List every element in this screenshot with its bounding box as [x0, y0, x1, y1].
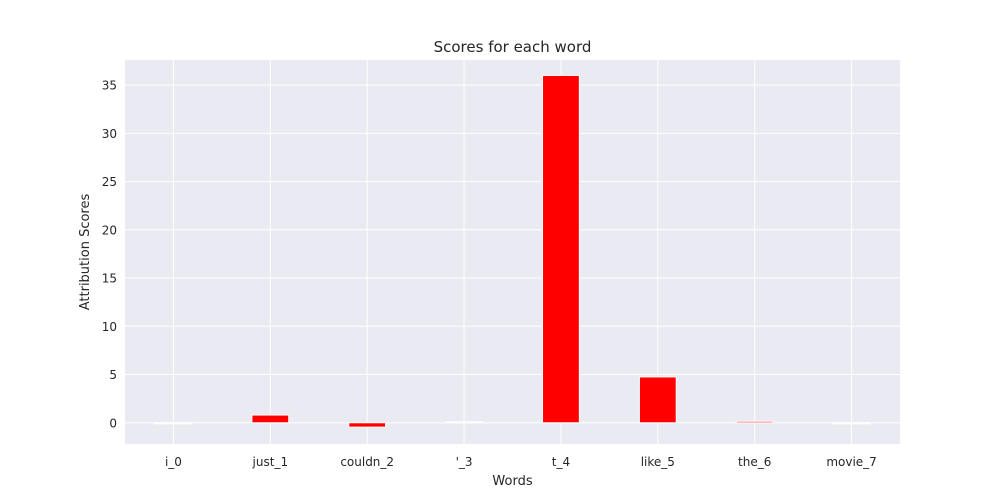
plot-area: [125, 60, 900, 444]
bar-4: [542, 74, 580, 424]
y-tick-label: 30: [102, 127, 117, 141]
x-tick-label: i_0: [165, 455, 182, 469]
bar-1: [251, 414, 290, 424]
y-tick-label: 25: [102, 175, 117, 189]
x-tick-label: the_6: [738, 455, 771, 469]
bar-3: [445, 421, 483, 424]
x-tick-labels: i_0 just_1 couldn_2 '_3 t_4 like_5 the_6 movie_…: [165, 455, 877, 469]
y-axis-label: Attribution Scores: [78, 194, 93, 311]
y-tick-labels: 0 5 10 15 20 25 30 35: [102, 79, 117, 431]
x-tick-label: just_1: [252, 455, 289, 469]
x-tick-label: like_5: [641, 455, 675, 469]
x-axis-label: Words: [492, 474, 532, 489]
y-tick-label: 35: [102, 79, 117, 93]
x-tick-label: couldn_2: [340, 455, 394, 469]
y-tick-label: 10: [102, 320, 117, 334]
bar-2: [348, 422, 387, 428]
y-tick-label: 0: [109, 416, 117, 430]
bar-7: [832, 422, 871, 425]
x-tick-label: movie_7: [826, 455, 876, 469]
x-tick-label: t_4: [552, 455, 570, 469]
bars: [154, 74, 871, 428]
bar-6: [735, 420, 774, 424]
y-tick-label: 15: [102, 272, 117, 286]
bar-5: [638, 376, 677, 424]
y-tick-label: 20: [102, 223, 117, 237]
x-tick-label: '_3: [456, 455, 473, 469]
bar-0: [154, 422, 193, 425]
chart-title: Scores for each word: [434, 38, 592, 56]
y-tick-label: 5: [109, 368, 117, 382]
